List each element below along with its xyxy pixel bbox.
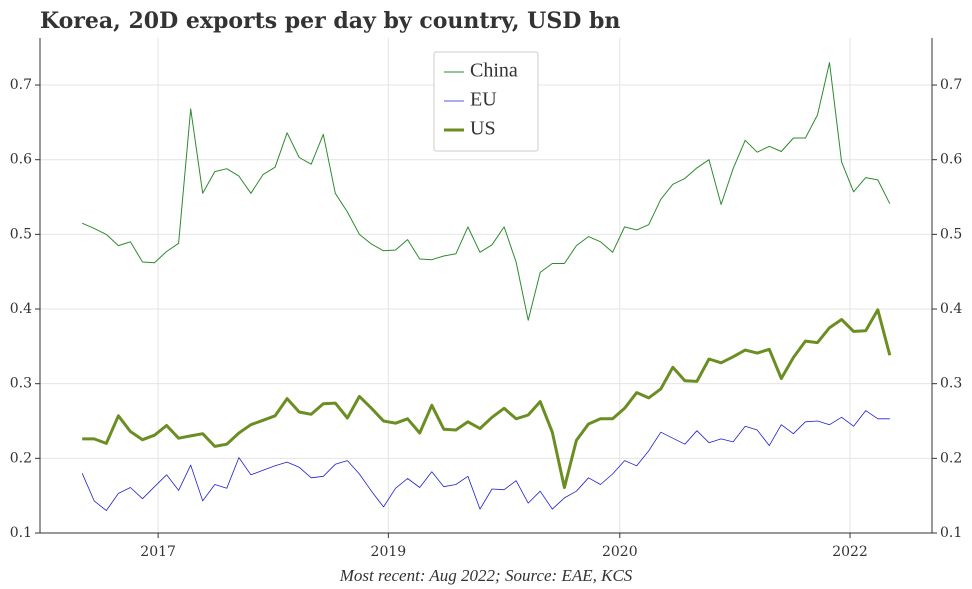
axis — [39, 38, 933, 534]
legend-label: US — [470, 118, 496, 140]
legend-label: China — [470, 60, 518, 82]
y-tick-label: 0.7 — [10, 77, 32, 93]
series-line — [82, 308, 892, 489]
y-tick-label: 0.5 — [10, 226, 32, 242]
y-tick-label: 0.3 — [10, 376, 32, 392]
y2-tick-label: 0.1 — [940, 525, 962, 541]
y2-tick-label: 0.3 — [940, 376, 962, 392]
y2-tick-label: 0.2 — [940, 450, 962, 466]
series-line — [82, 62, 891, 321]
y2-tick-label: 0.4 — [940, 301, 962, 317]
y-tick-label: 0.1 — [10, 525, 32, 541]
caption: Most recent: Aug 2022; Source: EAE, KCS — [339, 566, 633, 585]
legend-box — [433, 51, 539, 152]
x-tick-label: 2022 — [832, 544, 868, 560]
y2-tick-label: 0.5 — [940, 226, 962, 242]
chart-title: Korea, 20D exports per day by country, U… — [40, 8, 620, 34]
y-tick-label: 0.6 — [10, 152, 32, 168]
y-tick-label: 0.2 — [10, 450, 32, 466]
x-tick-label: 2017 — [140, 544, 176, 560]
legend-label: EU — [470, 89, 497, 111]
y-tick-label: 0.4 — [10, 301, 32, 317]
y2-tick-label: 0.6 — [940, 152, 962, 168]
x-tick-label: 2019 — [371, 544, 407, 560]
series-line — [81, 410, 890, 511]
x-tick-label: 2020 — [602, 544, 638, 560]
y2-tick-label: 0.7 — [940, 77, 962, 93]
